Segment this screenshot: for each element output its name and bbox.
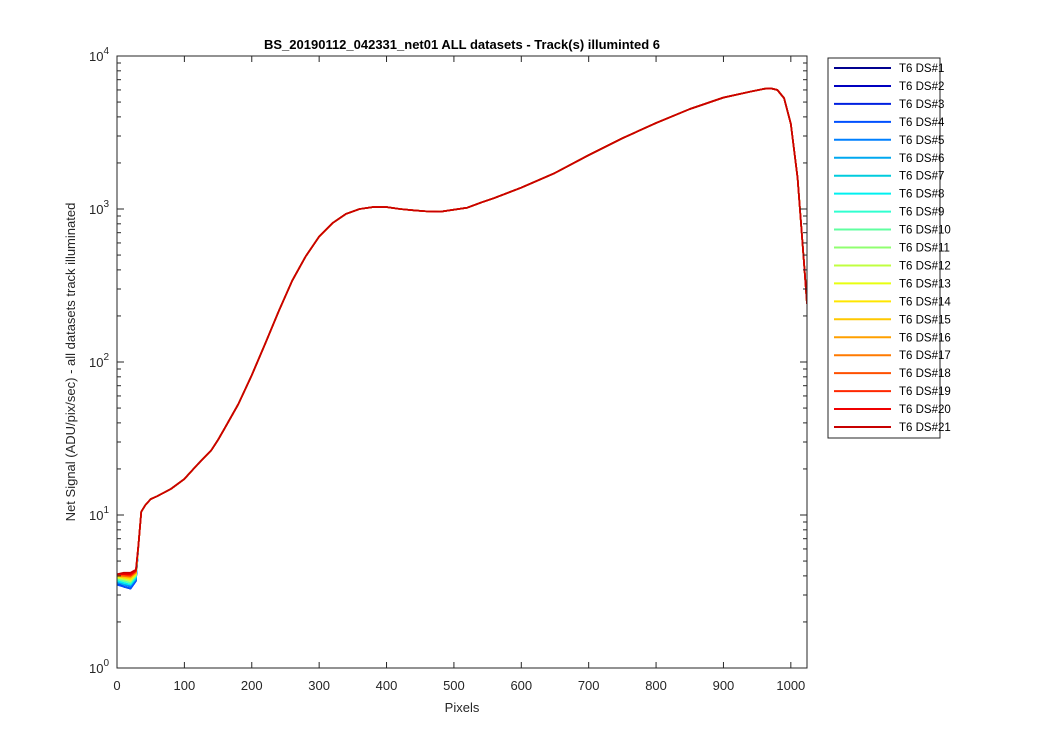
x-tick-label: 500: [443, 678, 465, 693]
y-tick-exponent: 4: [103, 46, 109, 57]
legend-label-14: T6 DS#14: [899, 296, 951, 308]
legend-label-7: T6 DS#7: [899, 171, 944, 183]
legend-label-13: T6 DS#13: [899, 278, 951, 290]
x-tick-label: 0: [113, 678, 120, 693]
legend-label-3: T6 DS#3: [899, 99, 944, 111]
legend-label-10: T6 DS#10: [899, 225, 951, 237]
plot-area: 0 100 200 300 400 500 600 700 800 900 1000 1001011…: [89, 46, 808, 693]
x-tick-label: 300: [308, 678, 330, 693]
series-line-21: [117, 87, 807, 576]
legend-label-19: T6 DS#19: [899, 386, 951, 398]
legend-label-6: T6 DS#6: [899, 153, 944, 165]
y-axis-label: Net Signal (ADU/pix/sec) - all datasets …: [63, 203, 78, 522]
y-tick-base: 10: [89, 661, 103, 676]
legend-label-17: T6 DS#17: [899, 350, 951, 362]
x-tick-label: 800: [645, 678, 667, 693]
legend-items: T6 DS#1 T6 DS#2 T6 DS#3 T6 DS#4 T6 DS#5 T6 DS…: [834, 63, 951, 434]
y-tick-label: 102: [89, 352, 109, 370]
legend-label-9: T6 DS#9: [899, 207, 944, 219]
x-tick-label: 900: [713, 678, 735, 693]
x-tick-label: 100: [174, 678, 196, 693]
plot-background: [117, 56, 807, 668]
legend-label-8: T6 DS#8: [899, 189, 944, 201]
x-tick-label: 400: [376, 678, 398, 693]
legend-label-18: T6 DS#18: [899, 368, 951, 380]
legend-label-12: T6 DS#12: [899, 260, 951, 272]
x-axis-label: Pixels: [445, 700, 480, 715]
y-tick-base: 10: [89, 355, 103, 370]
legend-label-1: T6 DS#1: [899, 63, 944, 75]
legend-label-4: T6 DS#4: [899, 117, 945, 129]
legend: T6 DS#1 T6 DS#2 T6 DS#3 T6 DS#4 T6 DS#5 T6 DS…: [827, 57, 951, 439]
x-axis: 0 100 200 300 400 500 600 700 800 900 1000: [113, 56, 805, 693]
x-tick-label: 700: [578, 678, 600, 693]
legend-label-2: T6 DS#2: [899, 81, 944, 93]
legend-label-21: T6 DS#21: [899, 422, 951, 434]
series-layer: [117, 87, 807, 590]
legend-label-20: T6 DS#20: [899, 404, 951, 416]
y-tick-label: 103: [89, 199, 109, 217]
chart-title: BS_20190112_042331_net01 ALL datasets - …: [264, 37, 660, 52]
y-tick-base: 10: [89, 49, 103, 64]
y-tick-exponent: 0: [103, 658, 109, 669]
legend-label-5: T6 DS#5: [899, 135, 944, 147]
y-tick-label: 101: [89, 505, 109, 523]
y-tick-exponent: 1: [103, 505, 109, 516]
x-tick-label: 1000: [776, 678, 805, 693]
y-tick-label: 104: [89, 46, 109, 64]
plot-clip: [117, 87, 807, 590]
legend-label-16: T6 DS#16: [899, 332, 951, 344]
legend-label-15: T6 DS#15: [899, 314, 951, 326]
y-tick-base: 10: [89, 508, 103, 523]
y-tick-label: 100: [89, 658, 109, 676]
legend-label-11: T6 DS#11: [899, 243, 950, 255]
y-tick-exponent: 3: [103, 199, 109, 210]
y-tick-exponent: 2: [103, 352, 109, 363]
x-tick-label: 600: [510, 678, 532, 693]
x-tick-label: 200: [241, 678, 263, 693]
y-tick-base: 10: [89, 202, 103, 217]
